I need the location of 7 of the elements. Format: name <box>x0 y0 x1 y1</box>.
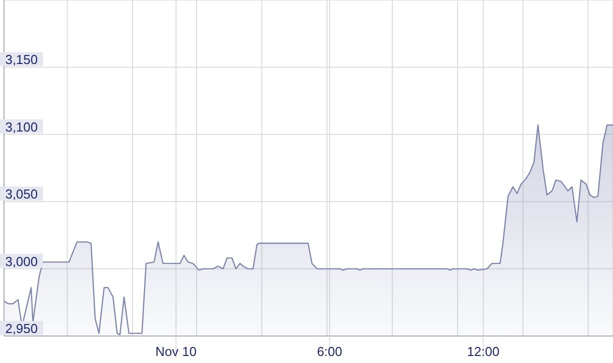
y-tick-label: 3,100 <box>5 119 38 134</box>
y-tick-label: 3,050 <box>5 186 38 202</box>
x-tick-label: 12:00 <box>466 344 500 359</box>
x-tick-label: Nov 10 <box>155 344 197 359</box>
y-tick-label: 3,000 <box>5 254 38 269</box>
y-tick-label: 3,150 <box>5 52 38 68</box>
x-tick-label: 6:00 <box>316 344 342 359</box>
